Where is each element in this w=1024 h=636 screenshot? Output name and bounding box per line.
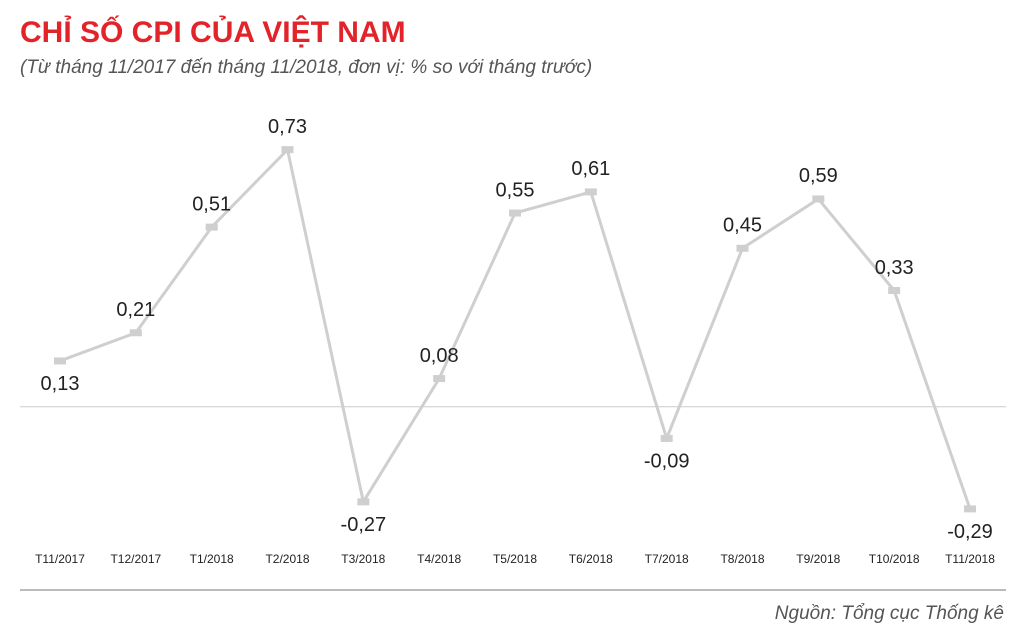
x-tick-label: T10/2018 (869, 552, 920, 566)
value-label: 0,08 (420, 345, 459, 367)
value-label: 0,55 (496, 179, 535, 201)
point (205, 223, 218, 231)
chart-subtitle: (Từ tháng 11/2017 đến tháng 11/2018, đơn… (20, 57, 592, 78)
point (812, 195, 825, 203)
x-tick-label: T12/2017 (110, 552, 161, 566)
value-label: 0,59 (799, 165, 838, 187)
point (660, 434, 673, 442)
point (357, 498, 370, 506)
value-label: 0,21 (116, 299, 155, 321)
x-tick-label: T2/2018 (265, 552, 309, 566)
point (54, 357, 66, 365)
point (129, 329, 142, 337)
x-tick-label: T3/2018 (341, 552, 385, 566)
x-tick-label: T11/2018 (945, 552, 995, 566)
x-tick-label: T5/2018 (493, 552, 537, 566)
value-label: 0,33 (875, 257, 914, 279)
x-tick-label: T8/2018 (720, 552, 764, 566)
chart-title: CHỈ SỐ CPI CỦA VIỆT NAM (20, 15, 406, 49)
value-label: 0,13 (41, 373, 80, 395)
point (736, 244, 749, 252)
x-tick-label: T6/2018 (569, 552, 613, 566)
value-label: 0,51 (192, 193, 231, 215)
point (509, 209, 521, 217)
point (964, 505, 976, 513)
x-tick-label: T11/2017 (35, 552, 85, 566)
source: Nguồn: Tổng cục Thống kê (775, 603, 1004, 624)
value-label: 0,73 (268, 116, 307, 138)
value-label: 0,45 (723, 215, 762, 237)
x-tick-label: T4/2018 (417, 552, 461, 566)
point (584, 188, 597, 196)
value-label: -0,29 (947, 521, 993, 543)
point (281, 146, 294, 154)
value-label: 0,61 (571, 158, 610, 180)
x-tick-label: T1/2018 (190, 552, 234, 566)
x-tick-label: T7/2018 (645, 552, 689, 566)
value-label: -0,27 (341, 514, 387, 536)
point (888, 287, 901, 295)
point (433, 375, 446, 383)
value-label: -0,09 (644, 451, 690, 473)
x-tick-label: T9/2018 (796, 552, 840, 566)
